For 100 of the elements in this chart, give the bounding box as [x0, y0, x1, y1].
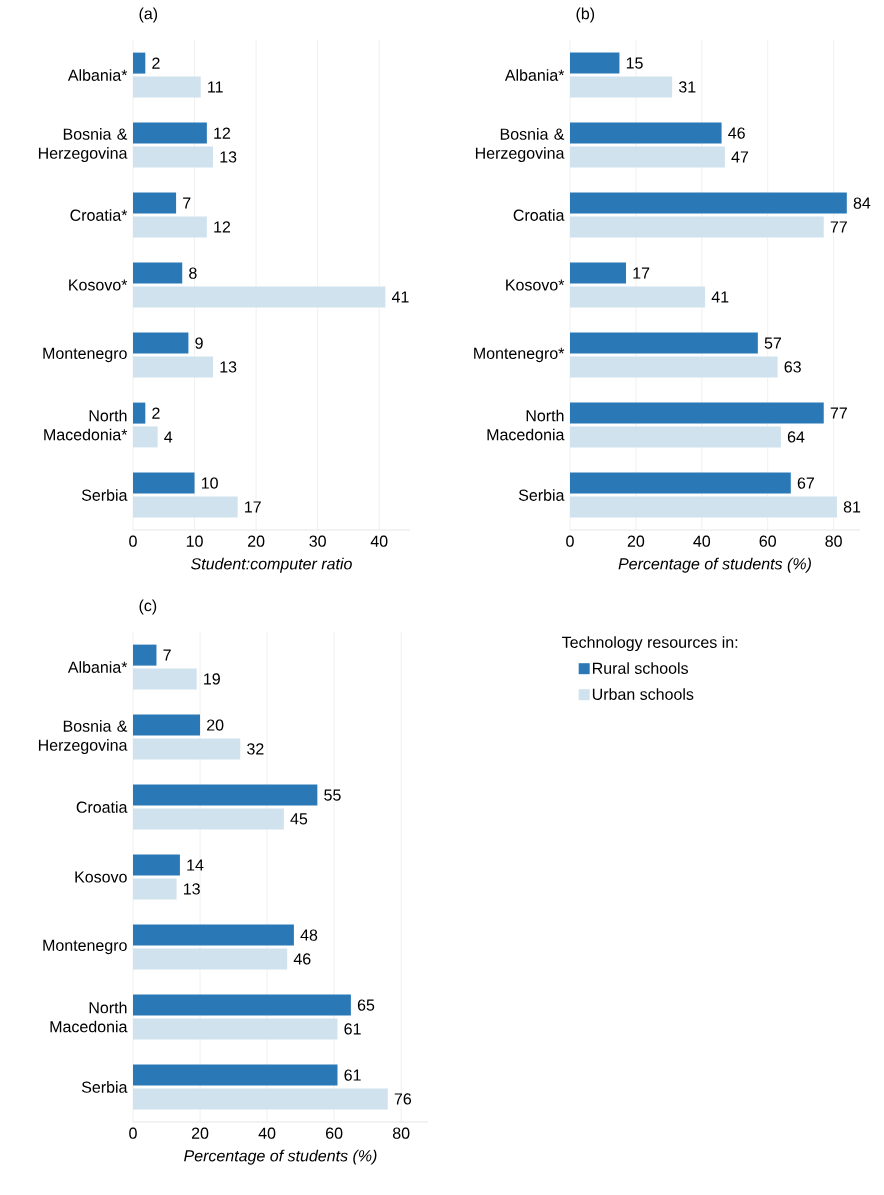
data-label: 11	[208, 81, 223, 93]
y-tick-label: Croatia*	[70, 209, 128, 221]
bar	[133, 496, 238, 518]
chart-title: (a)	[139, 7, 158, 23]
x-tick-label: 40	[258, 1127, 276, 1139]
data-label: 12	[214, 127, 231, 139]
data-label: 10	[201, 477, 218, 489]
y-tick-label: Kosovo*	[69, 279, 128, 291]
chart-title: (c)	[139, 599, 157, 615]
bar	[133, 668, 197, 690]
y-tick-label: Kosovo*	[506, 279, 565, 291]
data-label: 13	[220, 151, 237, 163]
x-tick-label: 0	[129, 1127, 137, 1139]
data-label: 2	[152, 57, 160, 69]
y-tick-label: Bosnia & Herzegovina	[38, 720, 128, 754]
chart-title: (b)	[576, 7, 595, 23]
data-label: 13	[184, 883, 200, 895]
bar	[133, 738, 241, 760]
data-label: 45	[290, 813, 308, 825]
x-tick-label: 60	[326, 1127, 343, 1139]
bar	[569, 332, 758, 354]
data-label: 7	[183, 197, 191, 209]
bar	[133, 286, 386, 308]
data-label: 64	[787, 431, 805, 443]
x-tick-label: 30	[309, 535, 326, 547]
bar	[569, 356, 778, 378]
data-label: 14	[187, 859, 204, 871]
y-tick-label: Albania*	[67, 661, 128, 673]
data-label: 8	[189, 267, 197, 279]
bar	[133, 808, 284, 830]
data-label: 77	[830, 221, 847, 233]
bar	[133, 1064, 338, 1086]
data-label: 31	[678, 81, 696, 93]
data-label: 67	[797, 477, 814, 489]
x-tick-label: 0	[566, 535, 574, 547]
x-axis-title: Student:computer ratio	[191, 557, 352, 573]
x-tick-label: 40	[693, 535, 711, 547]
data-label: 63	[784, 361, 801, 373]
y-tick-label: Albania*	[504, 69, 565, 81]
y-tick-label: Serbia	[81, 1081, 128, 1093]
data-label: 7	[163, 649, 171, 661]
x-axis-title: Percentage of students (%)	[618, 557, 811, 573]
y-tick-label: Bosnia & Herzegovina	[475, 128, 565, 162]
data-label: 41	[391, 291, 409, 303]
y-tick-label: Serbia	[81, 489, 128, 501]
data-label: 12	[214, 221, 231, 233]
bar	[569, 496, 837, 518]
data-label: 61	[344, 1023, 361, 1035]
y-tick-label: Montenegro*	[474, 347, 565, 363]
data-label: 81	[843, 501, 861, 513]
legend-label: Urban schools	[592, 688, 694, 700]
bar	[569, 192, 847, 214]
bar	[133, 52, 146, 74]
bar	[133, 878, 177, 900]
bar	[133, 472, 195, 494]
x-tick-label: 10	[186, 535, 203, 547]
bar	[133, 262, 183, 284]
y-tick-label: Albania*	[67, 69, 128, 81]
bar	[133, 216, 207, 238]
bar	[569, 52, 620, 74]
data-label: 2	[152, 407, 160, 419]
y-tick-label: Croatia	[76, 801, 128, 813]
y-tick-label: North Macedonia	[50, 1001, 128, 1033]
x-tick-label: 80	[825, 535, 842, 547]
data-label: 19	[204, 673, 220, 685]
bar	[133, 76, 201, 98]
bar	[133, 192, 177, 214]
data-label: 77	[830, 407, 847, 419]
bar	[133, 332, 189, 354]
data-label: 32	[247, 743, 264, 755]
data-label: 47	[731, 151, 749, 163]
bar	[569, 472, 791, 494]
bar	[133, 146, 214, 168]
bar	[133, 714, 201, 736]
x-tick-label: 20	[627, 535, 645, 547]
bar	[569, 76, 673, 98]
data-label: 4	[164, 431, 173, 443]
y-tick-label: Kosovo	[75, 871, 127, 883]
x-tick-label: 0	[129, 535, 137, 547]
data-label: 20	[207, 719, 224, 731]
data-label: 57	[764, 337, 782, 349]
x-axis-title: Percentage of students (%)	[184, 1149, 377, 1165]
bar	[133, 948, 288, 970]
y-tick-label: Bosnia & Herzegovina	[38, 128, 128, 162]
bar	[569, 286, 706, 308]
bar	[569, 216, 824, 238]
data-label: 46	[728, 127, 745, 139]
bar	[133, 356, 214, 378]
x-tick-label: 80	[392, 1127, 410, 1139]
bar	[133, 122, 207, 144]
bar	[569, 426, 781, 448]
bar	[569, 402, 824, 424]
bar	[569, 262, 627, 284]
bar	[133, 784, 318, 806]
x-tick-label: 20	[191, 1127, 209, 1139]
bar	[133, 854, 180, 876]
y-tick-label: Serbia	[518, 489, 565, 501]
data-label: 48	[300, 929, 318, 941]
y-tick-label: Montenegro	[43, 939, 127, 955]
x-tick-label: 40	[370, 535, 388, 547]
